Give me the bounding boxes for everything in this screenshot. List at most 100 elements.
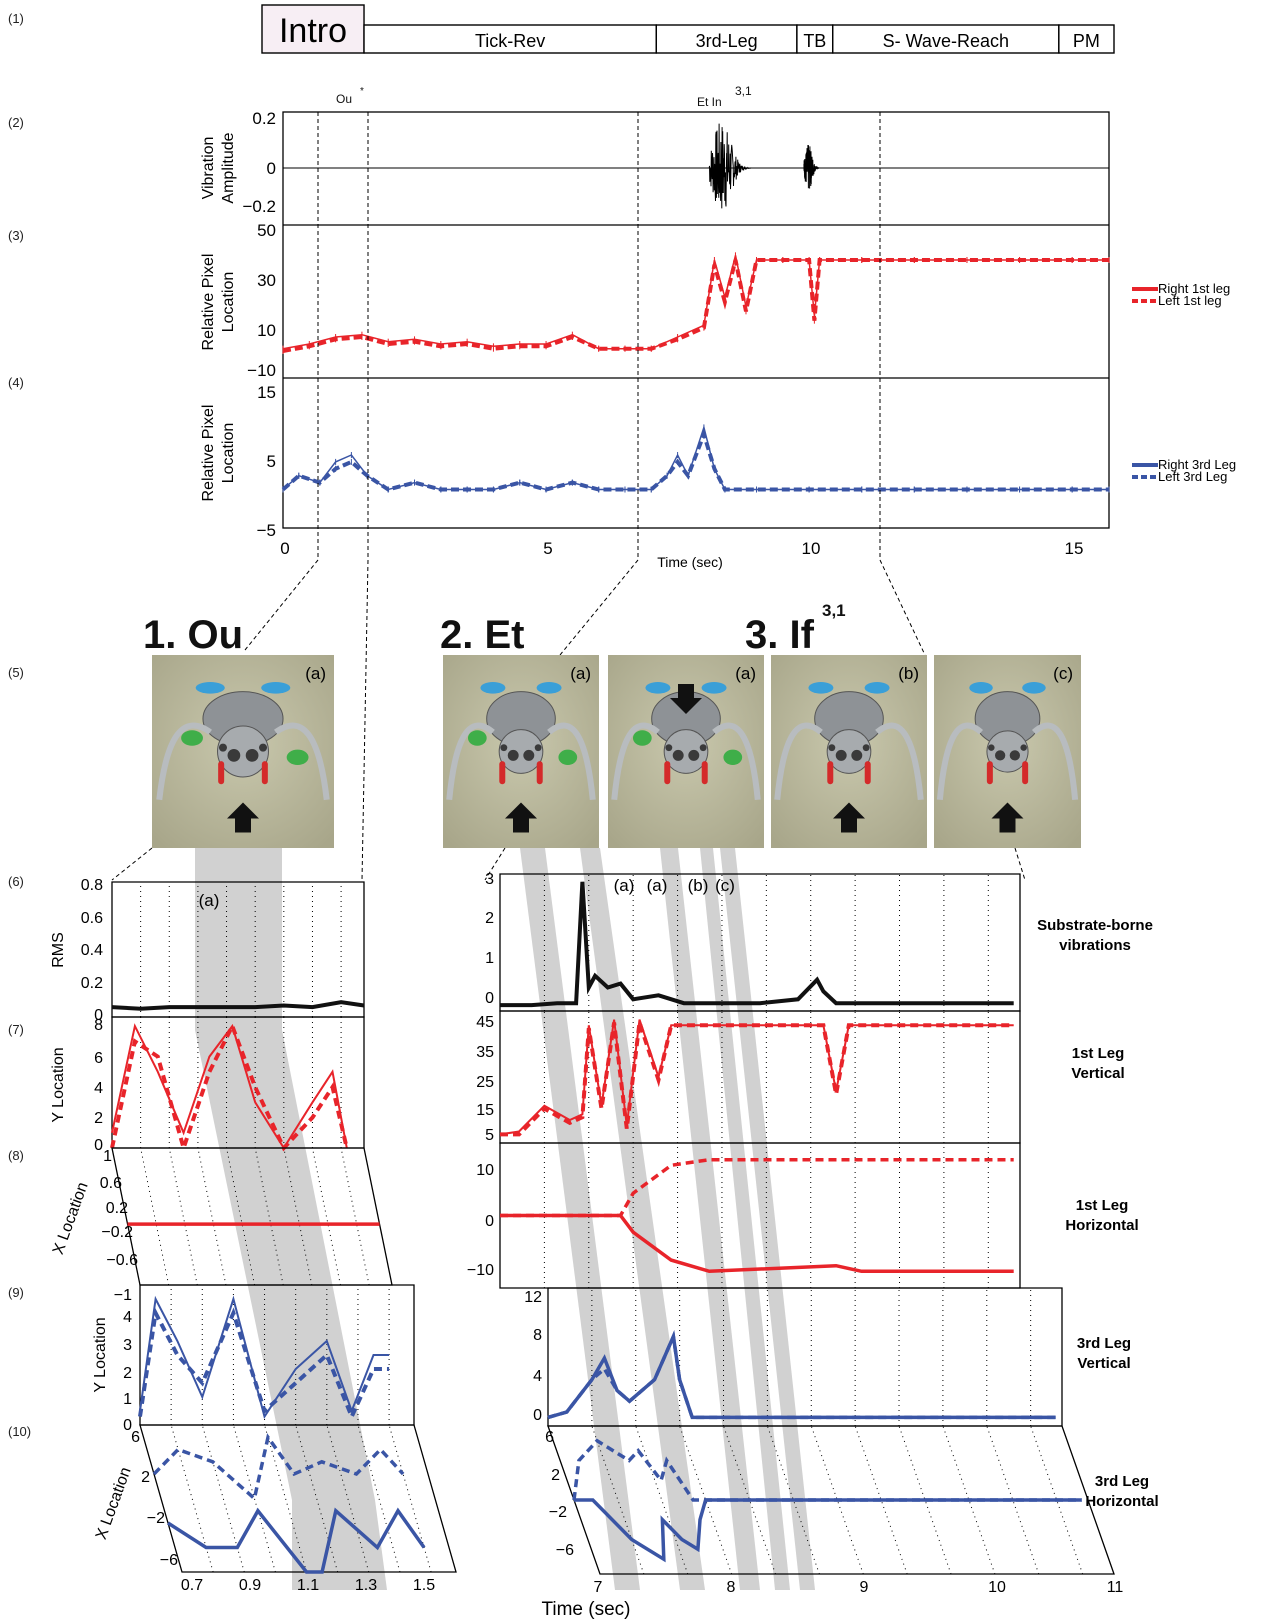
zoom-line-6 [484, 847, 506, 881]
spider-red-segment [261, 761, 268, 785]
row-label-7: (7) [8, 1022, 24, 1037]
event-label-ou-sup: * [360, 86, 364, 97]
spider-eye [523, 749, 535, 761]
right-v3-tick-0: 12 [524, 1289, 542, 1306]
ethogram-label-5: PM [1073, 31, 1100, 51]
legend-first-leg: Right 1st leg Left 1st leg [1132, 281, 1230, 308]
spider-illustration-ou: (a) [152, 655, 334, 848]
right-h3-grid-10 [1030, 1425, 1084, 1575]
right-h1-series-1 [500, 1157, 1014, 1218]
ethogram-segment-5 [1058, 24, 1115, 54]
px1-tick-3: −10 [247, 361, 276, 380]
spider-leg [936, 722, 984, 801]
spider-leg [774, 722, 823, 801]
right-h1-series-0 [500, 1213, 1014, 1274]
highlight-band-7 [720, 848, 815, 1590]
spider-illustration-et: (a) [443, 655, 599, 848]
right-h3-grid-5 [810, 1425, 864, 1575]
spider-eye [245, 748, 259, 762]
left-x-tick-0: 0.7 [181, 1577, 203, 1594]
spider-blue-patch [1022, 682, 1046, 694]
right-shade-tag-1: (a) [647, 876, 668, 895]
highlight-bands [195, 848, 815, 1590]
spider-leg [547, 722, 596, 801]
spider-eye [688, 749, 700, 761]
spider-red-segment [986, 761, 993, 785]
event-markers: Ou * Et In 3,1 [336, 84, 752, 109]
motion-arrow [505, 802, 537, 833]
event-label-etin-sup: 3,1 [735, 84, 752, 98]
spider-eye [828, 744, 836, 752]
spider-red-segment [499, 761, 506, 785]
row-label-5: (5) [8, 665, 24, 680]
row-label-6: (6) [8, 874, 24, 889]
right-v1-tick-0: 45 [476, 1014, 494, 1031]
ethogram-segment-4 [832, 24, 1060, 54]
left-rms-tick-3: 0.2 [81, 975, 103, 992]
spider-blue-patch [808, 682, 834, 694]
right-vib-tick-3: 0 [485, 990, 494, 1007]
left-zoom-panels: 0.80.60.40.208642010.60.2−0.2−0.6−143210… [50, 877, 457, 1594]
right-v1-tick-2: 25 [476, 1074, 494, 1091]
highlight-band-3 [520, 848, 640, 1590]
left-x1-tick-0: 1 [103, 1148, 112, 1165]
right-h3-tick-2: −2 [549, 1504, 567, 1521]
px1-tick-0: 50 [257, 221, 276, 240]
left-rms-series-0 [111, 1000, 365, 1011]
left-rms-tick-2: 0.4 [81, 942, 103, 959]
right-v3-series-0 [547, 1330, 1056, 1420]
px3-ylabel-2: Location [220, 423, 237, 484]
right-h3-frame [547, 1425, 1115, 1575]
left-rms-tick-4: 0 [94, 1007, 103, 1024]
spider-eye [1020, 744, 1027, 751]
ethogram-label-3: TB [803, 31, 826, 51]
right-v1-series-1 [500, 1021, 1014, 1137]
spider-red-segment [827, 761, 834, 785]
right-shade-tag-2: (b) [688, 876, 709, 895]
legend-third-leg: Right 3rd Leg Left 3rd Leg [1132, 457, 1236, 484]
spider-eye [1009, 750, 1020, 761]
spider-eye [851, 749, 863, 761]
left-y3-series-1 [138, 1306, 390, 1422]
left-x1-grid-2 [197, 1147, 227, 1286]
right-shade-tag-0: (a) [614, 876, 635, 895]
spider-red-segment [536, 761, 543, 785]
left-y1-tick-2: 4 [94, 1080, 103, 1097]
spider-blue-patch [645, 682, 671, 694]
left-x3-grid-3 [264, 1424, 308, 1573]
zoom-line-1 [244, 559, 319, 651]
title-ou: 1. Ou [143, 613, 243, 657]
ethogram-label-4: S- Wave-Reach [883, 31, 1009, 51]
ethogram-segment-0 [261, 4, 365, 54]
top-xtick-2: 10 [802, 539, 821, 558]
motion-arrow [833, 802, 865, 833]
vib-tick-1: 0 [267, 159, 276, 178]
left-x1-grid-0 [140, 1147, 170, 1286]
right-x-tick-0: 7 [594, 1579, 603, 1596]
left-x3-tick-1: 2 [141, 1469, 150, 1486]
left-x3-tick-3: −6 [160, 1552, 178, 1569]
spider-leg [1031, 722, 1079, 801]
left-y3-series-0 [139, 1295, 390, 1420]
vib-ylabel-2: Amplitude [220, 132, 237, 203]
photo-tag-0: (a) [305, 664, 326, 683]
spider-blue-patch [480, 682, 506, 694]
px1-tick-2: 10 [257, 321, 276, 340]
left-x3-grid-5 [326, 1424, 370, 1573]
px1-series-1 [282, 258, 1109, 353]
right-vib-series-0 [500, 881, 1014, 1008]
title-if-sup: 3,1 [822, 601, 846, 620]
left-y1-tick-4: 0 [94, 1137, 103, 1154]
right-v3-tick-1: 8 [533, 1327, 542, 1344]
spider-illustration-if-a: (a) [608, 655, 764, 848]
right-h3-series-1 [572, 1438, 1082, 1502]
px3-tick-0: 15 [257, 383, 276, 402]
right-panel-title-4-1: Horizontal [1085, 1493, 1158, 1510]
top-xtick-3: 15 [1065, 539, 1084, 558]
spider-eye [995, 750, 1006, 761]
top-plots-frame [282, 111, 1110, 529]
left-shade-tag: (a) [199, 891, 220, 910]
spider-face [217, 725, 269, 778]
left-x3-grid-4 [295, 1424, 339, 1573]
